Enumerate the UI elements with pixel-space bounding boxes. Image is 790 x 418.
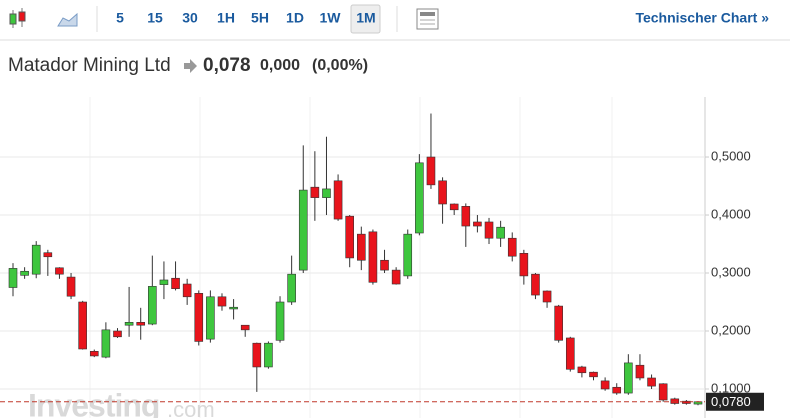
candle-body — [287, 273, 296, 303]
y-tick-label: 0,5000 — [711, 148, 751, 163]
candle-body — [647, 377, 656, 387]
candle-body — [682, 400, 691, 404]
candle-body — [426, 156, 436, 186]
candle-body — [461, 206, 471, 227]
y-tick-label: 0,1000 — [711, 380, 751, 395]
candle-body — [78, 301, 87, 350]
candle-body — [577, 366, 587, 374]
candle-body — [148, 286, 157, 325]
candle-body — [635, 364, 645, 379]
candle-body — [229, 306, 238, 310]
change: 0,000 — [260, 57, 300, 74]
candle-body — [194, 293, 204, 342]
candle-body — [542, 290, 552, 303]
candle-body — [252, 342, 262, 368]
candle-body — [554, 305, 563, 341]
candle-body — [31, 244, 41, 275]
candle-body — [600, 380, 610, 390]
candle-body — [89, 351, 99, 357]
layout-icon[interactable] — [416, 8, 439, 30]
candle-body — [612, 386, 622, 394]
candle-body — [670, 398, 680, 404]
candle-body — [415, 162, 424, 234]
candle-body — [438, 180, 447, 205]
candle-body — [484, 221, 494, 239]
last-price-label: 0,0780 — [711, 394, 751, 409]
candle-body — [368, 231, 378, 283]
candle-body — [240, 324, 250, 331]
candle-body — [124, 322, 134, 326]
candle-body — [658, 383, 668, 401]
interval-button[interactable]: 5 — [116, 10, 124, 26]
candle-body — [391, 269, 401, 285]
candle-body — [565, 337, 575, 370]
candle-body — [403, 233, 413, 277]
candle-body — [496, 226, 505, 239]
interval-button[interactable]: 1H — [217, 10, 235, 26]
candle-body — [66, 276, 76, 297]
candle-body — [298, 189, 308, 271]
candle-body — [20, 270, 29, 276]
candle-body — [171, 277, 180, 289]
candle-body — [345, 215, 354, 259]
candle-body — [101, 329, 111, 358]
candle-body — [333, 180, 343, 220]
candle-body — [275, 301, 285, 341]
candle-body — [310, 186, 320, 198]
interval-button[interactable]: 30 — [182, 10, 198, 26]
candle-body — [449, 203, 459, 211]
area-icon[interactable] — [57, 12, 78, 27]
change-percent: (0,00%) — [312, 57, 368, 74]
candle-body — [624, 362, 633, 394]
instrument-name: Matador Mining Ltd — [8, 55, 171, 76]
candle-icon[interactable] — [9, 8, 26, 28]
interval-button[interactable]: 1M — [356, 10, 375, 26]
y-tick-label: 0,2000 — [711, 322, 751, 337]
watermark-brand: Investing — [28, 387, 159, 418]
y-tick-label: 0,4000 — [711, 206, 751, 221]
candle-body — [217, 296, 227, 307]
price: 0,078 — [203, 55, 251, 76]
last-price-box — [706, 392, 764, 411]
candle-body — [159, 279, 169, 285]
watermark-suffix: .com — [167, 397, 215, 418]
candle-body — [507, 237, 517, 257]
candle-body — [473, 221, 482, 227]
interval-button[interactable]: 15 — [147, 10, 163, 26]
arrow-icon — [184, 59, 197, 73]
candle-body — [357, 233, 366, 261]
candle-body — [8, 268, 18, 288]
candle-body — [206, 296, 215, 340]
candle-body — [136, 322, 146, 326]
candle-body — [531, 273, 540, 296]
candle-body — [55, 267, 64, 275]
interval-button[interactable]: 1W — [320, 10, 342, 26]
candle-body — [113, 330, 122, 338]
y-tick-label: 0,3000 — [711, 264, 751, 279]
candle-body — [519, 252, 529, 277]
interval-button[interactable]: 5H — [251, 10, 269, 26]
candle-body — [380, 259, 389, 271]
candle-body — [322, 188, 331, 198]
selected-bg — [350, 4, 381, 34]
interval-button[interactable]: 1D — [286, 10, 304, 26]
candle-body — [264, 342, 273, 368]
candle-body — [182, 283, 192, 298]
tech-chart-link[interactable]: Technischer Chart » — [635, 10, 769, 26]
candle-body — [589, 371, 598, 378]
candle-body — [43, 252, 53, 258]
